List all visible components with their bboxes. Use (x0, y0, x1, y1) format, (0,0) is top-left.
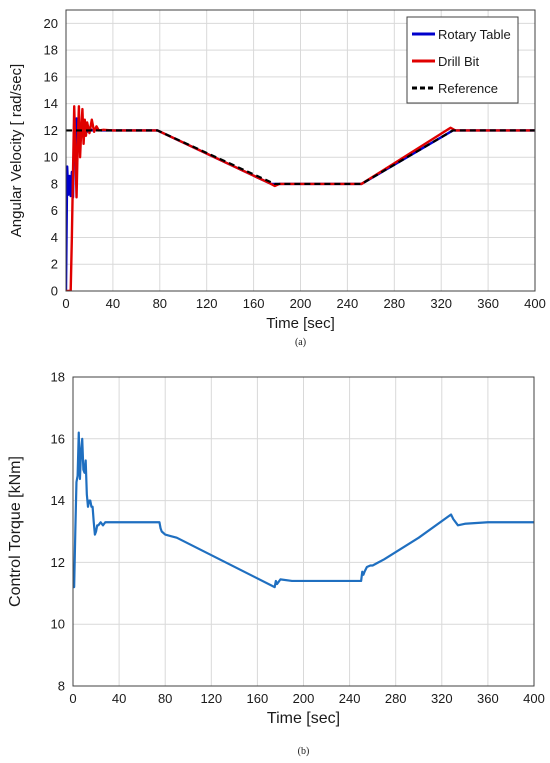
figure-caption: (b) (298, 746, 310, 757)
series-line-drill-bit (66, 105, 535, 291)
x-tick-label: 320 (431, 691, 453, 706)
legend-label: Drill Bit (438, 54, 480, 69)
x-tick-label: 120 (200, 691, 222, 706)
x-tick-label: 80 (153, 296, 167, 311)
x-tick-label: 200 (290, 296, 312, 311)
x-tick-label: 280 (383, 296, 405, 311)
x-axis-title: Time [sec] (267, 710, 340, 727)
x-tick-label: 0 (62, 296, 69, 311)
x-tick-label: 320 (430, 296, 452, 311)
y-tick-label: 16 (51, 431, 65, 446)
x-tick-label: 160 (243, 296, 265, 311)
y-tick-label: 16 (44, 69, 58, 84)
x-tick-label: 360 (477, 691, 499, 706)
x-tick-label: 240 (339, 691, 361, 706)
y-axis-title: Control Torque [kNm] (7, 456, 24, 607)
y-tick-label: 4 (51, 230, 58, 245)
y-tick-label: 10 (44, 150, 58, 165)
legend-label: Rotary Table (438, 27, 511, 42)
chart-b: 0 40 80 120 160 200 240 280 320 360 400 8 10 12 14 16 18… (7, 370, 545, 758)
y-tick-label: 8 (51, 176, 58, 191)
legend-label: Reference (438, 81, 498, 96)
x-tick-label: 40 (106, 296, 120, 311)
series-line-torque (73, 431, 534, 589)
plot-frame (65, 9, 536, 292)
y-tick-label: 2 (51, 257, 58, 272)
y-tick-label: 18 (44, 43, 58, 58)
y-tick-label: 0 (51, 284, 58, 299)
x-axis-title: Time [sec] (266, 315, 335, 332)
x-tick-label: 80 (158, 691, 172, 706)
y-tick-label: 10 (51, 617, 65, 632)
series-line-reference (66, 129, 535, 186)
y-tick-label: 12 (44, 123, 58, 138)
y-axis-title: Angular Velocity [ rad/sec] (8, 64, 25, 237)
x-tick-label: 280 (385, 691, 407, 706)
y-tick-label: 14 (51, 493, 65, 508)
x-tick-label: 400 (524, 296, 546, 311)
chart-a: 0 40 80 120 160 200 240 280 320 360 400 0 2 4 6 8 10 12 14… (8, 9, 546, 348)
x-tick-label: 360 (477, 296, 499, 311)
y-tick-label: 20 (44, 16, 58, 31)
x-tick-label: 240 (337, 296, 359, 311)
y-tick-label: 18 (51, 370, 65, 385)
plot-frame (72, 376, 535, 687)
y-tick-label: 8 (58, 679, 65, 694)
x-tick-label: 400 (523, 691, 545, 706)
x-tick-label: 160 (247, 691, 269, 706)
y-tick-label: 12 (51, 555, 65, 570)
x-tick-label: 120 (196, 296, 218, 311)
x-tick-label: 40 (112, 691, 126, 706)
x-tick-label: 200 (293, 691, 315, 706)
figure-caption: (a) (295, 337, 306, 348)
y-tick-label: 6 (51, 203, 58, 218)
x-tick-label: 0 (69, 691, 76, 706)
y-tick-label: 14 (44, 96, 58, 111)
